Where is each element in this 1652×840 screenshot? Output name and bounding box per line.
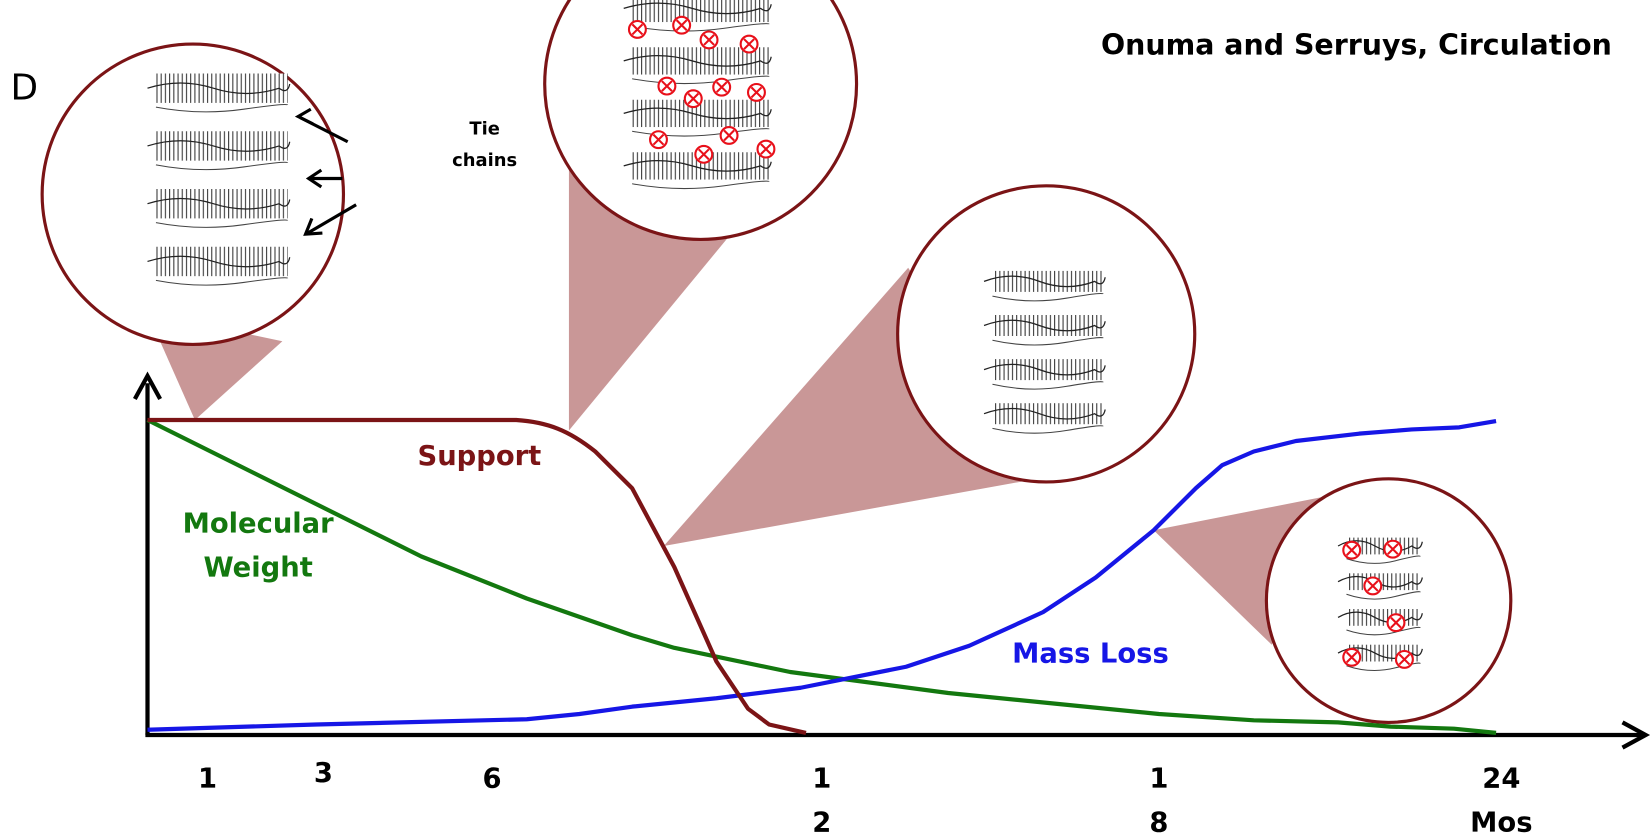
x-labels: 1 3 6 1 2 1 8 24 Mos: [198, 758, 1532, 838]
x-label: 1: [812, 764, 831, 795]
lamella: [156, 247, 288, 276]
lamella: [992, 315, 1103, 336]
citation: Onuma and Serruys, Circulation: [1101, 29, 1612, 62]
curve-label: Support: [417, 441, 541, 472]
x-label: 3: [314, 758, 333, 789]
x-label: 1: [198, 764, 217, 795]
x-label: 2: [812, 808, 831, 839]
curve-label: Weight: [203, 552, 312, 583]
figure: D Onuma and Serruys, Circulation Tie cha…: [0, 0, 1652, 840]
x-label: Mos: [1470, 808, 1532, 839]
x-label: 8: [1149, 808, 1168, 839]
curve-label: Molecular: [183, 508, 335, 539]
lamella: [992, 359, 1103, 380]
curve-label: Mass Loss: [1012, 639, 1169, 670]
lamella: [1346, 573, 1420, 590]
page: D Onuma and Serruys, Circulation Tie cha…: [0, 0, 1652, 840]
lamella: [156, 74, 288, 103]
lamella: [992, 403, 1103, 424]
zoom-circles: [42, 0, 1511, 722]
lamella: [156, 189, 288, 218]
panel-label: D: [11, 68, 39, 109]
x-label: 6: [482, 764, 501, 795]
annotation: chains: [452, 150, 517, 171]
circle: [1266, 479, 1510, 723]
lamella: [156, 131, 288, 160]
lamella: [992, 271, 1103, 292]
x-label: 1: [1149, 764, 1168, 795]
x-label: 24: [1482, 764, 1520, 795]
lamella: [1346, 609, 1420, 626]
annotation: Tie: [469, 118, 500, 139]
